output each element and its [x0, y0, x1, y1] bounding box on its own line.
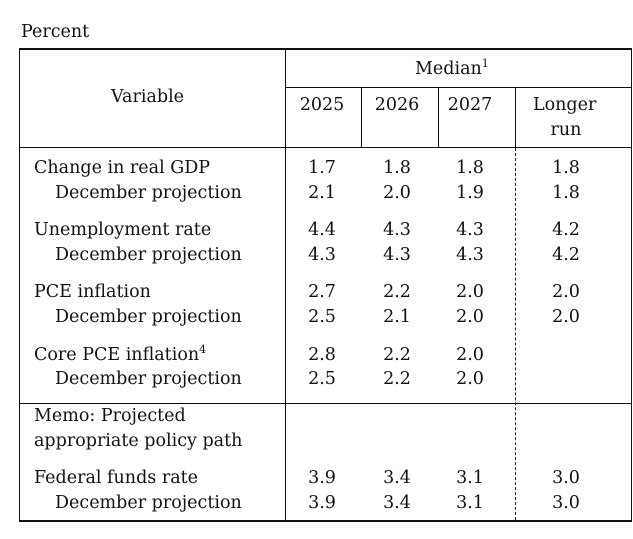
- row-label: Change in real GDP: [34, 158, 211, 178]
- cell-2025: 3.9: [308, 493, 336, 513]
- top-rule: [19, 48, 632, 50]
- median-rule: [285, 87, 632, 88]
- cell-2025: 2.7: [308, 282, 336, 302]
- cell-2025: 2.5: [308, 307, 336, 327]
- row-label: December projection: [55, 245, 242, 265]
- cell-2025: 3.9: [308, 468, 336, 488]
- cell-2025: 4.3: [308, 245, 336, 265]
- right-border: [631, 48, 632, 522]
- cell-2026: 2.2: [383, 345, 411, 365]
- cell-longer-run: 4.2: [552, 220, 580, 240]
- cell-longer-run: 1.8: [552, 183, 580, 203]
- left-border: [19, 48, 20, 522]
- year-divider-1: [361, 87, 362, 147]
- cell-2027: 3.1: [456, 493, 484, 513]
- row-label: December projection: [55, 183, 242, 203]
- memo-label-line2: appropriate policy path: [34, 431, 243, 451]
- row-label: Unemployment rate: [34, 220, 212, 240]
- year-divider-2: [438, 87, 439, 147]
- cell-2026: 1.8: [383, 158, 411, 178]
- row-label: December projection: [55, 307, 242, 327]
- cell-2025: 2.8: [308, 345, 336, 365]
- cell-2027: 2.0: [456, 307, 484, 327]
- cell-2025: 4.4: [308, 220, 336, 240]
- cell-2027: 3.1: [456, 468, 484, 488]
- cell-2026: 2.0: [383, 183, 411, 203]
- cell-2026: 3.4: [383, 493, 411, 513]
- median-header: Median1: [415, 57, 489, 79]
- variable-header: Variable: [111, 87, 185, 107]
- cell-2027: 4.3: [456, 245, 484, 265]
- bottom-rule: [19, 520, 632, 522]
- cell-2025: 2.1: [308, 183, 336, 203]
- variable-divider: [285, 48, 286, 522]
- cell-2027: 1.8: [456, 158, 484, 178]
- memo-label-line1: Memo: Projected: [34, 406, 186, 426]
- year-2027: 2027: [447, 95, 493, 115]
- longer-run-header-line1: Longer: [533, 95, 597, 115]
- cell-2026: 3.4: [383, 468, 411, 488]
- cell-2027: 2.0: [456, 282, 484, 302]
- cell-longer-run: 2.0: [552, 282, 580, 302]
- cell-2025: 2.5: [308, 369, 336, 389]
- year-2025: 2025: [299, 95, 345, 115]
- cell-longer-run: 3.0: [552, 493, 580, 513]
- row-label: December projection: [55, 493, 242, 513]
- cell-longer-run: 2.0: [552, 307, 580, 327]
- longer-run-dashed-divider: [515, 148, 516, 520]
- cell-longer-run: 4.2: [552, 245, 580, 265]
- cell-2027: 2.0: [456, 369, 484, 389]
- cell-2026: 2.2: [383, 369, 411, 389]
- longer-run-divider-header: [515, 87, 516, 147]
- year-2026: 2026: [374, 95, 420, 115]
- cell-2026: 2.1: [383, 307, 411, 327]
- core-pce-footnote: 4: [199, 343, 207, 356]
- cell-2025: 1.7: [308, 158, 336, 178]
- unit-label: Percent: [21, 22, 90, 42]
- cell-2026: 4.3: [383, 245, 411, 265]
- cell-2027: 4.3: [456, 220, 484, 240]
- cell-2027: 1.9: [456, 183, 484, 203]
- header-rule: [19, 147, 632, 148]
- memo-rule: [19, 403, 632, 404]
- cell-longer-run: 1.8: [552, 158, 580, 178]
- cell-longer-run: 3.0: [552, 468, 580, 488]
- row-label: Federal funds rate: [34, 468, 199, 488]
- row-label: PCE inflation: [34, 282, 151, 302]
- cell-2026: 2.2: [383, 282, 411, 302]
- median-footnote: 1: [481, 57, 489, 70]
- longer-run-header-line2: run: [550, 120, 582, 140]
- row-label: Core PCE inflation4: [34, 343, 207, 365]
- row-label: December projection: [55, 369, 242, 389]
- cell-2027: 2.0: [456, 345, 484, 365]
- cell-2026: 4.3: [383, 220, 411, 240]
